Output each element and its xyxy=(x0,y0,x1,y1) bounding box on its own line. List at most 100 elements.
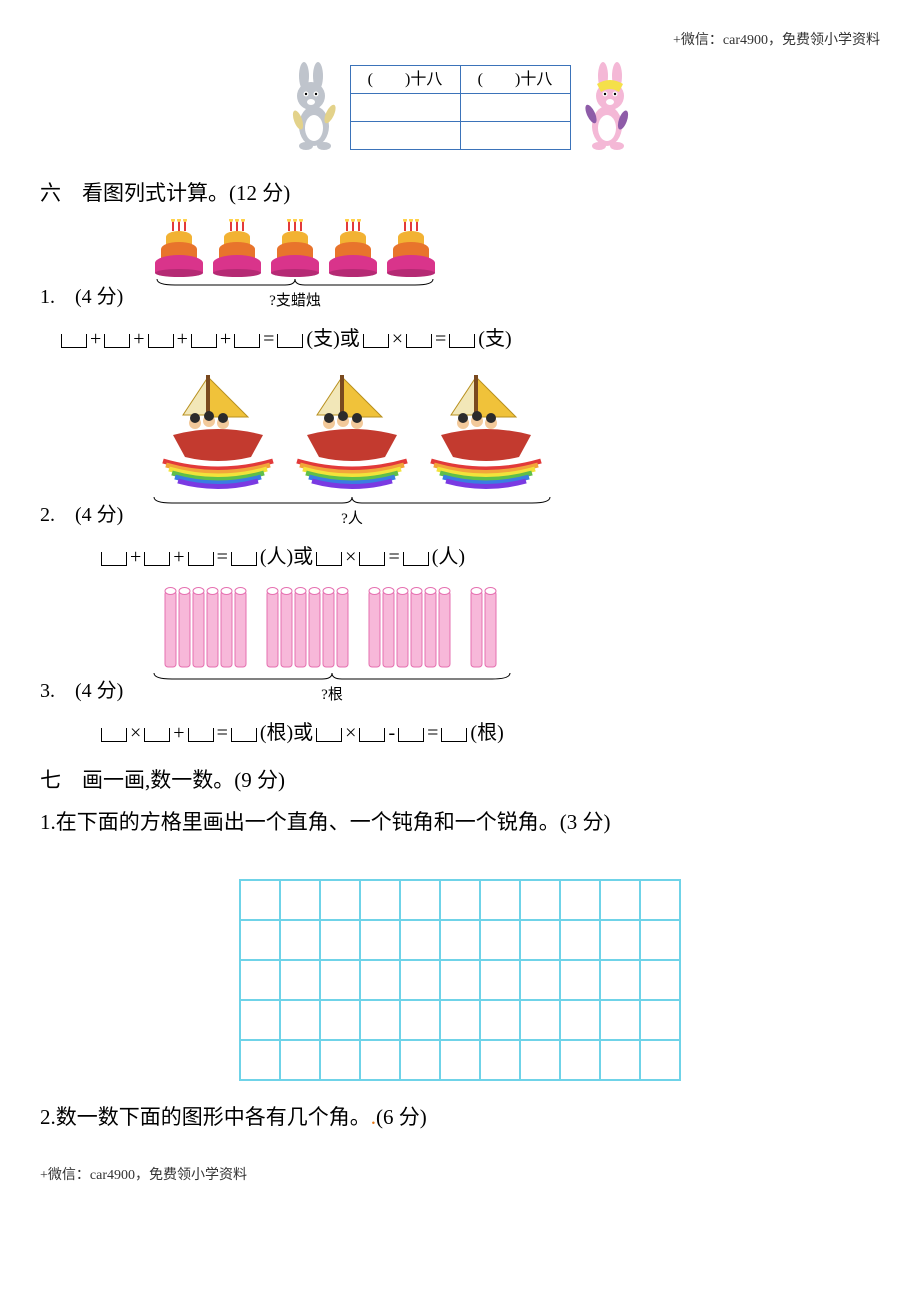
grid-cell xyxy=(560,1040,600,1080)
blank-box[interactable] xyxy=(234,334,260,348)
blank-box[interactable] xyxy=(191,334,217,348)
op-plus: + xyxy=(220,323,231,355)
footer-note: +微信：car4900，免费领小学资料 xyxy=(40,1165,880,1187)
q1-formula: + + + + = (支)或 × = (支) xyxy=(60,323,880,355)
grid-cell xyxy=(480,920,520,960)
grid-cell xyxy=(480,1000,520,1040)
brace-icon xyxy=(152,671,512,681)
op-mul: × xyxy=(130,717,141,749)
q2-row: 2. (4 分) ?人 xyxy=(40,365,880,531)
grid-cell xyxy=(600,1040,640,1080)
grid-cell xyxy=(280,1040,320,1080)
grid-cell xyxy=(320,880,360,920)
grid-cell xyxy=(640,1000,680,1040)
grid-cell xyxy=(520,1000,560,1040)
blank-box[interactable] xyxy=(359,552,385,566)
bunny-right-icon xyxy=(577,62,637,152)
op-plus: + xyxy=(90,323,101,355)
blank-box[interactable] xyxy=(144,552,170,566)
blank-box[interactable] xyxy=(398,728,424,742)
blank-box[interactable] xyxy=(101,552,127,566)
boat-icon xyxy=(287,365,417,495)
blank-box[interactable] xyxy=(148,334,174,348)
unit-text: (根) xyxy=(470,717,503,749)
grid-cell xyxy=(640,920,680,960)
grid-cell xyxy=(640,960,680,1000)
grid-cell xyxy=(320,920,360,960)
blank-box[interactable] xyxy=(101,728,127,742)
section6-title: 六 看图列式计算。(12 分) xyxy=(40,177,880,211)
grid-cell xyxy=(520,880,560,920)
grid-cell xyxy=(520,1040,560,1080)
bunny-left-icon xyxy=(284,62,344,152)
unit-text: (人) xyxy=(432,541,465,573)
cake-icon xyxy=(384,219,438,277)
table-cell xyxy=(350,122,460,150)
table-header-right: ( )十八 xyxy=(460,65,570,94)
blank-box[interactable] xyxy=(188,728,214,742)
q3-row: 3. (4 分) xyxy=(40,583,880,707)
grid-cell xyxy=(320,960,360,1000)
blank-box[interactable] xyxy=(403,552,429,566)
q2-caption: ?人 xyxy=(341,507,363,531)
blank-box[interactable] xyxy=(406,334,432,348)
grid-cell xyxy=(440,1000,480,1040)
blank-box[interactable] xyxy=(359,728,385,742)
section7-title: 七 画一画,数一数。(9 分) xyxy=(40,764,880,798)
blank-box[interactable] xyxy=(316,728,342,742)
grid-cell xyxy=(400,1000,440,1040)
op-eq: = xyxy=(263,323,274,355)
brace-icon xyxy=(155,277,435,287)
q1-label: 1. (4 分) xyxy=(40,281,140,313)
unit-text: (根)或 xyxy=(260,717,313,749)
answer-grid[interactable] xyxy=(239,879,681,1081)
op-eq: = xyxy=(217,717,228,749)
grid-cell xyxy=(560,880,600,920)
q2-formula: + + = (人)或 × = (人) xyxy=(100,541,880,573)
grid-cell xyxy=(520,920,560,960)
q7-2-text-b: (6 分) xyxy=(376,1105,427,1129)
table-cell xyxy=(460,122,570,150)
grid-cell xyxy=(240,960,280,1000)
op-minus: - xyxy=(388,717,395,749)
blank-box[interactable] xyxy=(441,728,467,742)
q7-2-text-a: 2.数一数下面的图形中各有几个角。 xyxy=(40,1105,371,1129)
grid-cell xyxy=(240,880,280,920)
grid-cell xyxy=(400,960,440,1000)
grid-cell xyxy=(600,920,640,960)
op-eq: = xyxy=(435,323,446,355)
blank-box[interactable] xyxy=(231,728,257,742)
q7-1-text: 1.在下面的方格里画出一个直角、一个钝角和一个锐角。(3 分) xyxy=(40,806,880,840)
grid-cell xyxy=(400,1040,440,1080)
blank-box[interactable] xyxy=(231,552,257,566)
blank-box[interactable] xyxy=(104,334,130,348)
op-plus: + xyxy=(173,541,184,573)
op-mul: × xyxy=(392,323,403,355)
top-table-section: ( )十八 ( )十八 xyxy=(40,62,880,152)
blank-box[interactable] xyxy=(316,552,342,566)
blank-box[interactable] xyxy=(61,334,87,348)
blank-box[interactable] xyxy=(363,334,389,348)
grid-cell xyxy=(240,920,280,960)
grid-cell xyxy=(480,880,520,920)
op-plus: + xyxy=(173,717,184,749)
grid-cell xyxy=(360,880,400,920)
boat-icon xyxy=(421,365,551,495)
blank-box[interactable] xyxy=(144,728,170,742)
q1-row: 1. (4 分) xyxy=(40,219,880,313)
cake-icon xyxy=(152,219,206,277)
q2-label: 2. (4 分) xyxy=(40,499,140,531)
header-note: +微信：car4900，免费领小学资料 xyxy=(40,30,880,52)
grid-cell xyxy=(480,1040,520,1080)
grid-cell xyxy=(640,880,680,920)
op-plus: + xyxy=(130,541,141,573)
grid-cell xyxy=(400,880,440,920)
blank-box[interactable] xyxy=(277,334,303,348)
grid-cell xyxy=(240,1000,280,1040)
op-eq: = xyxy=(388,541,399,573)
blank-box[interactable] xyxy=(188,552,214,566)
blank-box[interactable] xyxy=(449,334,475,348)
grid-cell xyxy=(360,920,400,960)
cake-icon xyxy=(326,219,380,277)
grid-cell xyxy=(600,960,640,1000)
